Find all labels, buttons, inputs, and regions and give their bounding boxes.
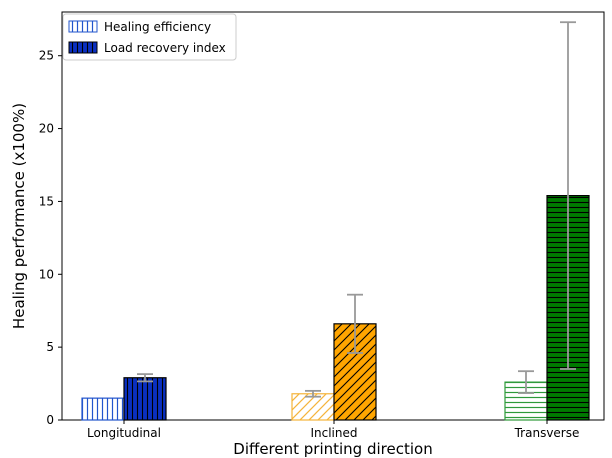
- error-bars-group: [137, 21, 576, 398]
- x-tick-label: Inclined: [310, 426, 357, 440]
- plot-frame: [61, 11, 605, 421]
- bars-group: [81, 195, 590, 421]
- x-tick-label: Transverse: [514, 426, 580, 440]
- y-tick-label: 25: [39, 49, 54, 63]
- legend-label: Load recovery index: [104, 41, 226, 55]
- x-axis-label: Different printing direction: [233, 440, 432, 458]
- legend-label: Healing efficiency: [104, 20, 211, 34]
- legend: Healing efficiency Load recovery index: [62, 13, 237, 61]
- y-tick-label: 20: [39, 122, 54, 136]
- bar-inclined-healing-efficiency: [291, 393, 335, 421]
- legend-swatch-load-recovery-index: [68, 41, 98, 54]
- bar-longitudinal-healing-efficiency: [81, 397, 125, 421]
- plot-area: [61, 11, 605, 421]
- axes-group: Longitudinal Inclined Transverse 0 5 10 15 20 25…: [10, 49, 579, 458]
- y-tick-label: 0: [46, 413, 54, 427]
- x-tick-label: Longitudinal: [87, 426, 161, 440]
- y-tick-label: 5: [46, 340, 54, 354]
- y-tick-label: 15: [39, 194, 54, 208]
- y-tick-label: 10: [39, 267, 54, 281]
- y-axis-label: Healing performance (x100%): [10, 103, 28, 329]
- legend-box: [62, 13, 237, 61]
- bar-longitudinal-load-recovery-index: [123, 377, 167, 421]
- legend-swatch-healing-efficiency: [68, 20, 98, 33]
